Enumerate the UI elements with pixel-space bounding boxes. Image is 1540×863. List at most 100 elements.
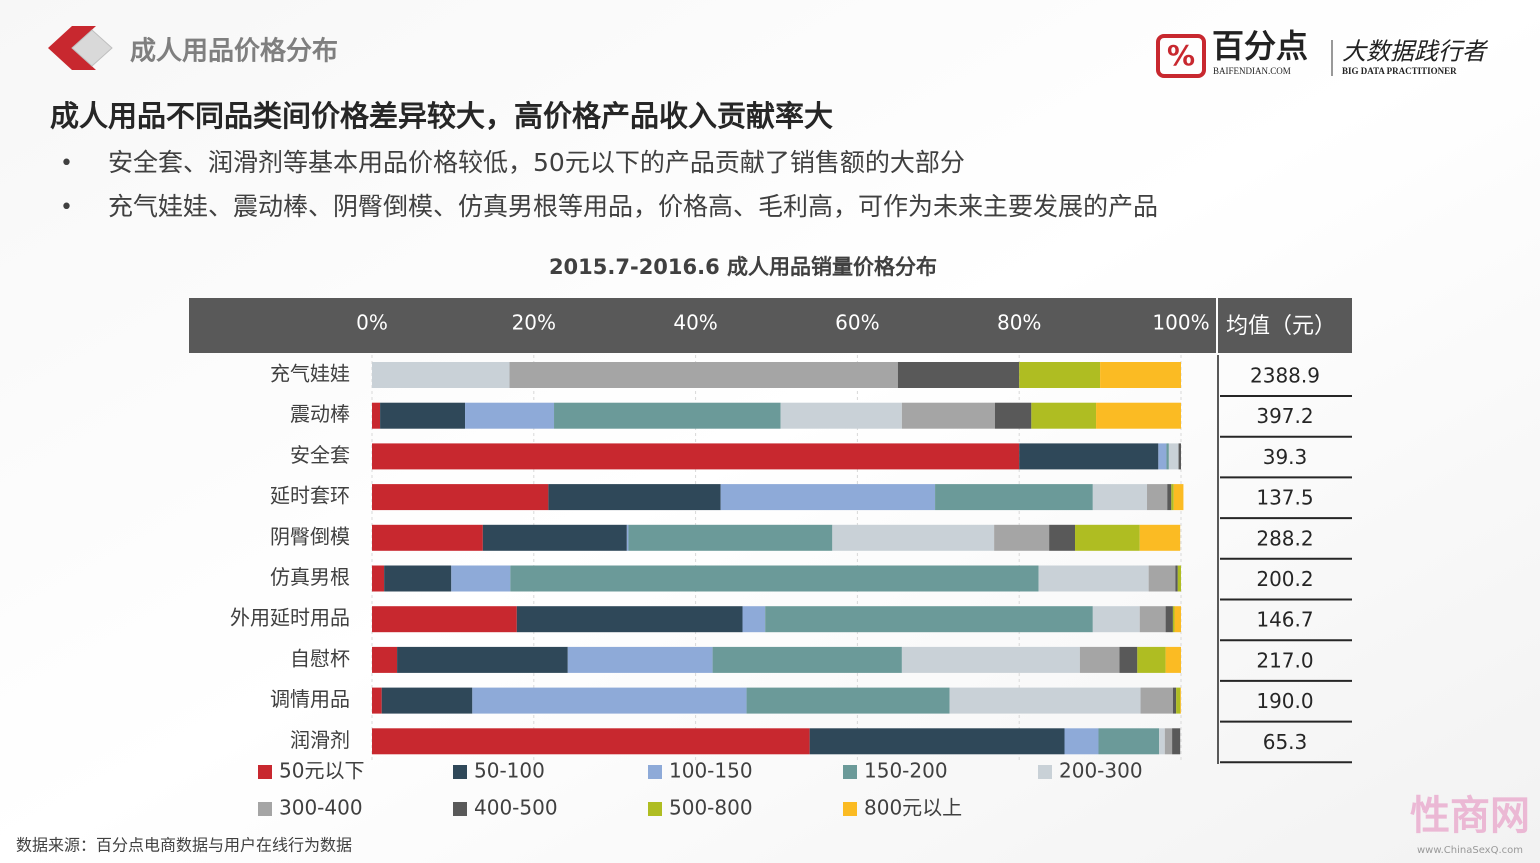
bar-segment [372, 565, 385, 592]
mean-value: 288.2 [1256, 526, 1313, 550]
legend-label: 300-400 [279, 796, 363, 820]
mean-value: 200.2 [1256, 567, 1313, 591]
chart-title: 2015.7-2016.6 成人用品销量价格分布 [549, 255, 937, 279]
bullet: 安全套、润滑剂等基本用品价格较低，50元以下的产品贡献了销售额的大部分 [108, 148, 965, 177]
brand-slogan: 大数据践行者 [1342, 39, 1489, 66]
bar-segment [510, 565, 1039, 592]
bar-segment [1098, 728, 1160, 755]
legend-label: 500-800 [669, 796, 753, 820]
bar-segment [1172, 606, 1175, 633]
mean-header-bar [1218, 298, 1352, 353]
category-label: 仿真男根 [270, 565, 350, 589]
bar-segment [1166, 443, 1169, 470]
bar-segment [832, 524, 995, 551]
bar-segment [1180, 687, 1181, 714]
bar-segment [381, 687, 473, 714]
legend-swatch [258, 802, 272, 816]
bar-segment [1038, 565, 1149, 592]
bar-segment [1158, 443, 1167, 470]
bar-segment [451, 565, 511, 592]
bar-segment [1167, 484, 1172, 511]
legend-swatch [258, 765, 272, 779]
bar-segment [1176, 687, 1181, 714]
axis-header-bar [189, 298, 1216, 353]
mean-header: 均值（元） [1226, 314, 1336, 339]
bar-segment [372, 687, 382, 714]
bar-segment [712, 646, 902, 673]
bar-segment [1173, 484, 1184, 511]
bar-segment [472, 687, 747, 714]
bar-segment [1031, 402, 1097, 429]
brand-slogan-en: BIG DATA PRACTITIONER [1342, 66, 1457, 76]
bar-segment [994, 402, 1032, 429]
bar-segment [994, 524, 1050, 551]
category-label: 阴臀倒模 [270, 524, 350, 548]
svg-text:%: % [1167, 39, 1195, 72]
bar-segment [901, 646, 1080, 673]
legend-label: 50-100 [474, 759, 545, 783]
bar-segment [1147, 484, 1168, 511]
brand-name: 百分点 [1212, 27, 1308, 65]
bar-segment [372, 362, 510, 388]
bar-segment [1168, 443, 1179, 470]
category-label: 外用延时用品 [230, 606, 350, 630]
x-tick-label: 80% [997, 311, 1041, 335]
bar-segment [384, 565, 452, 592]
mean-value: 2388.9 [1250, 364, 1320, 388]
bar-segment [765, 606, 1093, 633]
category-label: 调情用品 [270, 687, 350, 711]
bar-segment [372, 606, 517, 633]
category-label: 安全套 [290, 443, 350, 467]
x-tick-label: 100% [1152, 311, 1209, 335]
x-tick-label: 40% [673, 311, 717, 335]
bar-segment [1139, 606, 1166, 633]
bar-segment [372, 443, 1020, 470]
bar-segment [628, 524, 833, 551]
bar-segment [1064, 728, 1099, 755]
legend-label: 800元以上 [864, 796, 962, 820]
bar-segment [1174, 606, 1181, 633]
bar-segment [509, 362, 898, 388]
bar-segment [372, 484, 549, 511]
bar-segment [809, 728, 1065, 755]
bar-segment [720, 484, 936, 511]
bar-segment [746, 687, 950, 714]
bar-segment [897, 362, 1020, 388]
category-label: 延时套环 [270, 484, 350, 508]
bar-segment [1171, 484, 1174, 511]
x-tick-label: 60% [835, 311, 879, 335]
x-tick-label: 0% [356, 311, 388, 335]
bar-segment [1164, 728, 1173, 755]
legend-swatch [843, 802, 857, 816]
bar-segment [1049, 524, 1076, 551]
bar-segment [372, 646, 398, 673]
legend-swatch [648, 765, 662, 779]
bar-segment [1175, 565, 1178, 592]
bullet: 充气娃娃、震动棒、阴臀倒模、仿真男根等用品，价格高、毛利高，可作为未来主要发展的… [108, 192, 1158, 221]
bar-segment [372, 728, 810, 755]
bar-segment [1140, 687, 1173, 714]
legend-swatch [1038, 765, 1052, 779]
category-label: 震动棒 [290, 402, 350, 426]
headline: 成人用品不同品类间价格差异较大，高价格产品收入贡献率大 [50, 99, 833, 133]
legend-label: 150-200 [864, 759, 948, 783]
mean-value: 397.2 [1256, 404, 1313, 428]
bar-segment [742, 606, 766, 633]
brand-url: BAIFENDIAN.COM [1213, 66, 1291, 76]
bar-segment [554, 402, 781, 429]
watermark-url: www.ChinaSexQ.com [1417, 845, 1523, 856]
watermark: 性商网 [1410, 793, 1530, 839]
mean-value: 217.0 [1256, 648, 1313, 672]
mean-value: 190.0 [1256, 689, 1313, 713]
mean-value: 146.7 [1256, 608, 1313, 632]
bar-segment [1075, 524, 1140, 551]
bar-segment [1079, 646, 1120, 673]
category-label: 润滑剂 [290, 728, 350, 752]
mean-value: 65.3 [1263, 730, 1308, 754]
bullet-dot: • [60, 151, 73, 176]
bar-segment [548, 484, 721, 511]
legend-label: 50元以下 [279, 759, 364, 783]
bar-segment [1148, 565, 1176, 592]
